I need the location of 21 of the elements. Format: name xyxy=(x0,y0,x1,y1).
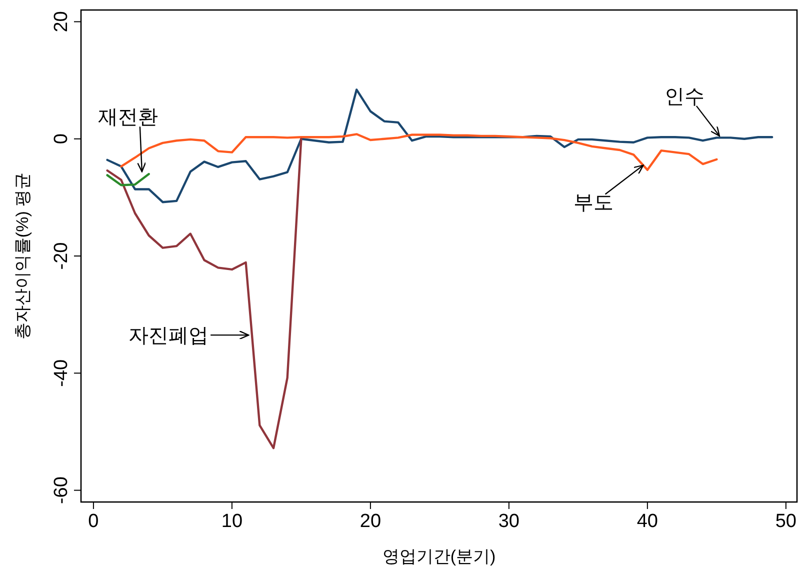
x-axis-title: 영업기간(분기) xyxy=(382,547,496,566)
annotation: 부도 xyxy=(573,164,644,214)
x-tick-label: 10 xyxy=(221,511,243,532)
annotation: 재전환 xyxy=(98,106,158,172)
annotation: 자진폐업 xyxy=(128,325,209,348)
x-tick-label: 20 xyxy=(360,511,382,532)
x-tick-label: 0 xyxy=(88,511,99,532)
y-tick-label: -40 xyxy=(51,359,72,387)
y-axis-title: 총자산이익률(%) 평균 xyxy=(13,172,32,340)
y-tick-label: 0 xyxy=(51,134,72,144)
annotation: 인수 xyxy=(664,86,704,108)
y-tick-label: -20 xyxy=(51,242,72,270)
annotation: 자진폐업 xyxy=(128,325,250,348)
annotation: 인수 xyxy=(664,86,720,137)
y-tick-label: -60 xyxy=(51,476,72,504)
x-tick-label: 40 xyxy=(636,511,658,532)
x-tick-label: 30 xyxy=(498,511,520,532)
annotation: 부도 xyxy=(573,192,614,214)
y-tick-label: 20 xyxy=(51,11,72,32)
x-tick-label: 50 xyxy=(775,511,796,532)
annotation: 재전환 xyxy=(98,106,158,129)
